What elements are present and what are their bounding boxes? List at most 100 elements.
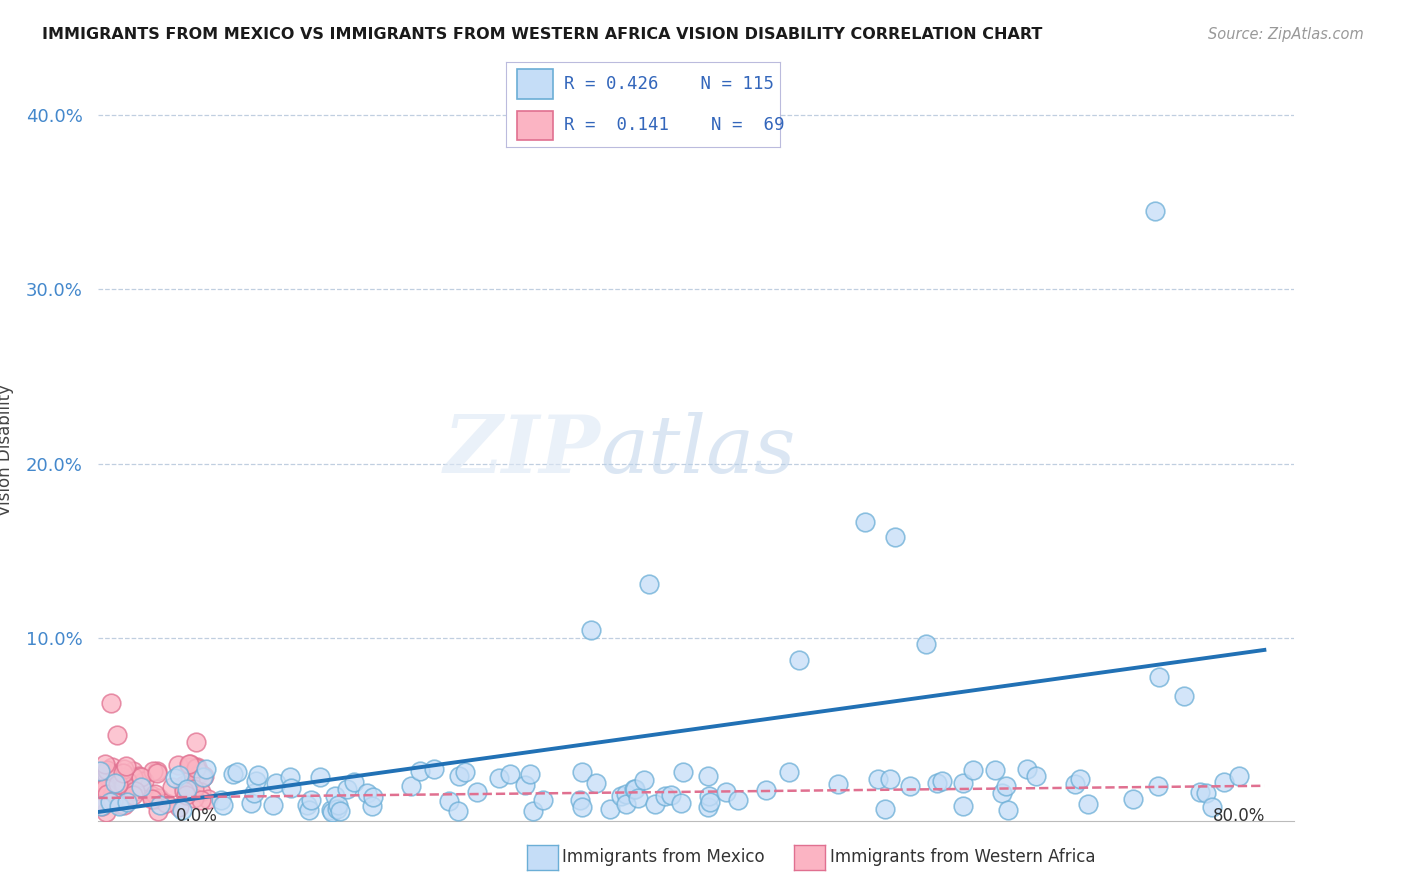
Text: Immigrants from Western Africa: Immigrants from Western Africa — [830, 848, 1095, 866]
Point — [638, 577, 661, 591]
Point — [298, 804, 321, 818]
Point — [101, 760, 124, 774]
Point — [107, 799, 129, 814]
Point — [146, 765, 169, 780]
Point — [654, 789, 676, 804]
Point — [697, 800, 720, 814]
Point — [94, 781, 117, 796]
Point — [167, 799, 190, 814]
Point — [141, 791, 163, 805]
Point — [280, 770, 302, 784]
Point — [143, 788, 166, 802]
Point — [280, 780, 302, 795]
Point — [166, 757, 188, 772]
Point — [245, 773, 267, 788]
Point — [191, 770, 214, 784]
Point — [853, 515, 876, 529]
Point — [499, 767, 522, 781]
Point — [146, 764, 169, 779]
Point — [226, 765, 249, 780]
Point — [107, 797, 129, 811]
Point — [401, 779, 423, 793]
Point — [132, 781, 155, 796]
Point — [190, 766, 212, 780]
Point — [579, 623, 602, 637]
Point — [571, 799, 593, 814]
Point — [242, 786, 264, 800]
Point — [172, 779, 194, 793]
Point — [309, 770, 332, 784]
Point — [627, 791, 650, 805]
Point — [186, 760, 208, 774]
Point — [447, 805, 470, 819]
Point — [90, 799, 112, 814]
Point — [172, 804, 194, 818]
Point — [105, 727, 128, 741]
Point — [94, 756, 117, 771]
Point — [186, 761, 208, 775]
Point — [247, 768, 270, 782]
Point — [952, 776, 974, 790]
Point — [193, 769, 215, 783]
Bar — [517, 70, 553, 99]
Point — [991, 787, 1014, 801]
Point — [96, 765, 118, 780]
Point — [115, 758, 138, 772]
Point — [697, 789, 720, 803]
Point — [299, 792, 322, 806]
Y-axis label: Vision Disability: Vision Disability — [0, 384, 14, 516]
Point — [100, 793, 122, 807]
Point — [191, 771, 214, 785]
Point — [112, 797, 135, 812]
Point — [1147, 670, 1170, 684]
Point — [132, 773, 155, 788]
Point — [165, 771, 187, 785]
Point — [644, 797, 666, 811]
Point — [361, 790, 384, 805]
Point — [179, 756, 201, 771]
Point — [927, 775, 949, 789]
Point — [1147, 779, 1170, 793]
Point — [1195, 786, 1218, 800]
Point — [108, 797, 131, 812]
Point — [671, 796, 693, 810]
Text: ZIP: ZIP — [443, 412, 600, 489]
Point — [409, 764, 432, 778]
Point — [778, 764, 800, 779]
Point — [875, 802, 897, 816]
Point — [149, 797, 172, 812]
Point — [173, 778, 195, 792]
Point — [101, 765, 124, 780]
Point — [325, 789, 347, 804]
Text: R = 0.426    N = 115: R = 0.426 N = 115 — [564, 76, 773, 94]
Point — [131, 780, 153, 794]
Point — [173, 784, 195, 798]
Point — [914, 637, 936, 651]
Point — [96, 763, 118, 777]
Point — [1189, 785, 1212, 799]
Point — [659, 789, 682, 803]
Point — [262, 797, 284, 812]
Point — [997, 803, 1019, 817]
Point — [142, 764, 165, 778]
Point — [1173, 689, 1195, 703]
Point — [98, 795, 121, 809]
Point — [962, 763, 984, 777]
Point — [183, 791, 205, 805]
Point — [89, 799, 111, 814]
Text: IMMIGRANTS FROM MEXICO VS IMMIGRANTS FROM WESTERN AFRICA VISION DISABILITY CORRE: IMMIGRANTS FROM MEXICO VS IMMIGRANTS FRO… — [42, 27, 1043, 42]
Text: 0.0%: 0.0% — [176, 806, 218, 824]
Point — [240, 797, 263, 811]
Point — [1122, 791, 1144, 805]
Point — [1064, 777, 1087, 791]
Point — [89, 764, 111, 778]
Point — [96, 787, 118, 801]
Point — [179, 773, 201, 788]
Point — [112, 762, 135, 776]
Point — [190, 785, 212, 799]
Point — [672, 764, 695, 779]
Point — [195, 763, 218, 777]
Point — [488, 772, 510, 786]
Point — [531, 793, 554, 807]
Point — [727, 793, 749, 807]
